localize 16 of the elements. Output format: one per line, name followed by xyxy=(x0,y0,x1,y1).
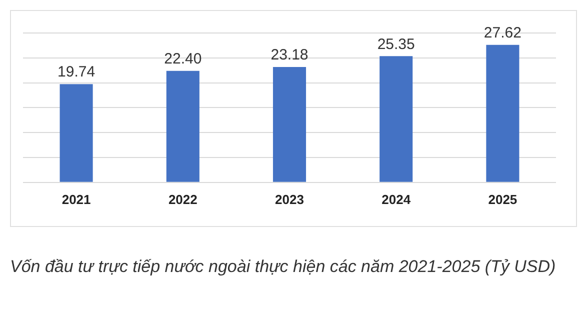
x-tick-label: 2023 xyxy=(275,192,304,207)
data-label: 22.40 xyxy=(164,50,202,68)
x-tick-label: 2024 xyxy=(382,192,412,207)
data-label: 27.62 xyxy=(484,24,522,42)
text: Vốn đầu tư trực tiếp nước ngoài thực hiện các năm 2021-2025 (Tỷ USD) xyxy=(10,256,557,278)
data-label: 25.35 xyxy=(377,36,415,53)
data-label: 23.18 xyxy=(270,46,308,64)
bar xyxy=(486,44,520,182)
bar xyxy=(380,56,413,182)
x-tick-label: 2025 xyxy=(488,192,518,207)
x-tick-label: 2022 xyxy=(168,192,198,207)
x-tick-label: 2021 xyxy=(62,192,91,207)
bar xyxy=(272,66,306,182)
data-label: 19.74 xyxy=(58,64,96,81)
bar xyxy=(60,84,93,182)
bar xyxy=(166,70,200,182)
